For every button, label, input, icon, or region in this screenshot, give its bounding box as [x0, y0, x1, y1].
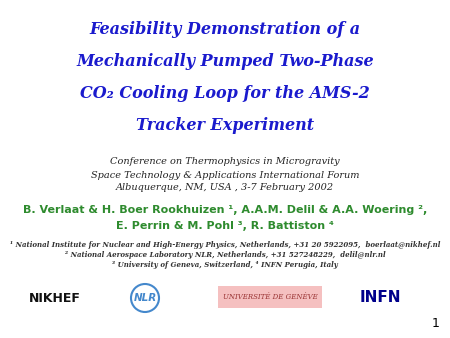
Text: INFN: INFN	[359, 290, 401, 305]
Text: NLR: NLR	[133, 293, 157, 303]
Text: Feasibility Demonstration of a: Feasibility Demonstration of a	[90, 22, 360, 39]
Text: UNIVERSITÉ DE GENÈVE: UNIVERSITÉ DE GENÈVE	[223, 293, 317, 301]
Text: Albuquerque, NM, USA , 3-7 February 2002: Albuquerque, NM, USA , 3-7 February 2002	[116, 184, 334, 193]
Text: B. Verlaat & H. Boer Rookhuizen ¹, A.A.M. Delil & A.A. Woering ²,: B. Verlaat & H. Boer Rookhuizen ¹, A.A.M…	[23, 205, 427, 215]
Text: Conference on Thermophysics in Microgravity: Conference on Thermophysics in Micrograv…	[110, 158, 340, 167]
Text: ³ University of Geneva, Switzerland, ⁴ INFN Perugia, Italy: ³ University of Geneva, Switzerland, ⁴ I…	[112, 261, 338, 269]
Text: NIKHEF: NIKHEF	[29, 291, 81, 305]
Text: ¹ National Institute for Nuclear and High-Energy Physics, Netherlands, +31 20 59: ¹ National Institute for Nuclear and Hig…	[10, 241, 440, 249]
Bar	[218, 286, 322, 308]
Text: Mechanically Pumped Two-Phase: Mechanically Pumped Two-Phase	[76, 53, 374, 71]
Text: Space Technology & Applications International Forum: Space Technology & Applications Internat…	[91, 170, 359, 179]
Text: E. Perrin & M. Pohl ³, R. Battiston ⁴: E. Perrin & M. Pohl ³, R. Battiston ⁴	[116, 221, 334, 231]
Text: 1: 1	[432, 317, 440, 330]
Text: Tracker Experiment: Tracker Experiment	[136, 118, 314, 135]
Text: CO₂ Cooling Loop for the AMS-2: CO₂ Cooling Loop for the AMS-2	[80, 86, 370, 102]
Text: ² National Aerospace Laboratory NLR, Netherlands, +31 527248229,  delil@nlr.nl: ² National Aerospace Laboratory NLR, Net…	[65, 251, 385, 259]
